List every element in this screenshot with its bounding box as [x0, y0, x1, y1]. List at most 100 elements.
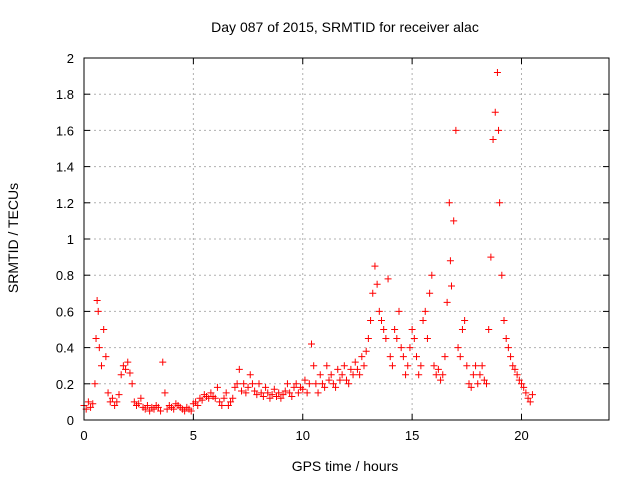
data-point	[500, 316, 508, 324]
data-point	[448, 282, 455, 290]
data-point	[347, 365, 355, 373]
data-point	[441, 353, 449, 361]
data-point	[89, 400, 97, 408]
plot-frame	[83, 57, 610, 421]
data-point	[205, 394, 213, 402]
data-point	[445, 199, 453, 207]
data-point	[522, 389, 530, 397]
data-point	[446, 257, 454, 265]
data-point	[496, 199, 504, 207]
data-point	[157, 407, 165, 415]
data-point	[207, 389, 215, 397]
data-point	[461, 316, 469, 324]
x-tick-label: 15	[405, 428, 419, 443]
data-point	[406, 344, 414, 352]
data-point	[279, 391, 287, 399]
grid	[84, 58, 609, 420]
data-point	[224, 402, 232, 410]
data-point	[141, 405, 149, 413]
data-point	[273, 392, 280, 400]
data-point	[235, 365, 243, 373]
data-point	[299, 385, 307, 393]
data-point	[303, 389, 311, 397]
data-point	[159, 358, 167, 366]
data-point	[487, 253, 495, 261]
data-point	[255, 380, 263, 388]
data-point	[115, 391, 123, 399]
data-point	[476, 371, 484, 379]
data-point	[194, 402, 202, 410]
data-point	[434, 365, 442, 373]
data-point	[415, 371, 423, 379]
data-point	[452, 126, 460, 134]
data-point	[316, 371, 324, 379]
data-point	[413, 353, 420, 361]
data-point	[439, 371, 447, 379]
data-point	[150, 405, 158, 413]
data-point	[467, 383, 475, 391]
y-tick-label: 2	[67, 51, 74, 66]
data-point	[432, 371, 440, 379]
data-point	[421, 307, 429, 315]
data-point	[262, 383, 270, 391]
data-point	[513, 371, 521, 379]
data-point	[375, 307, 383, 315]
data-point	[345, 380, 353, 388]
data-point	[100, 326, 108, 333]
data-point	[450, 217, 458, 225]
data-point	[277, 394, 285, 402]
data-point	[380, 326, 388, 333]
y-tick-label: 0.8	[56, 268, 74, 283]
data-point	[146, 407, 154, 415]
data-point	[137, 394, 145, 402]
data-point	[93, 297, 101, 305]
data-point	[187, 407, 195, 415]
data-point	[518, 380, 525, 388]
x-tick-label: 0	[80, 428, 87, 443]
data-point	[218, 402, 226, 410]
data-point	[87, 403, 95, 411]
data-point	[402, 371, 410, 379]
data-point	[528, 391, 536, 399]
data-point	[358, 353, 366, 361]
data-point	[91, 380, 99, 388]
data-point	[181, 407, 189, 415]
data-point	[526, 398, 534, 406]
data-point	[135, 400, 143, 408]
data-point	[340, 362, 348, 370]
data-point	[161, 389, 169, 397]
data-point	[423, 335, 431, 343]
data-point	[472, 362, 480, 370]
data-point	[483, 380, 490, 388]
y-tick-label: 0.4	[56, 341, 74, 356]
y-axis-label: SRMTID / TECUs	[5, 183, 21, 293]
data-point	[92, 335, 100, 343]
data-point	[502, 335, 510, 343]
data-point	[124, 358, 132, 366]
data-point	[378, 316, 385, 324]
data-point	[329, 380, 337, 388]
data-point	[426, 289, 434, 297]
axis-ticks: 0 5 10 15 20 0 0.2 0.4 0.6 0.8 1 1.2 1.4 1.6 1.8 2	[56, 51, 609, 443]
data-point	[266, 394, 274, 402]
data-point	[454, 344, 462, 352]
data-point	[259, 392, 267, 400]
data-point	[480, 376, 488, 384]
data-point	[308, 340, 315, 348]
data-point	[104, 389, 112, 397]
data-point	[399, 353, 407, 361]
data-point	[478, 362, 486, 370]
data-point	[102, 353, 110, 361]
data-point	[292, 380, 300, 388]
chart-title: Day 087 of 2015, SRMTID for receiver ala…	[211, 19, 479, 35]
data-point	[244, 383, 252, 391]
data-point	[456, 353, 464, 361]
data-point	[270, 385, 278, 393]
data-point	[371, 262, 379, 270]
data-point	[362, 347, 370, 355]
data-point	[111, 402, 119, 410]
data-point	[410, 335, 418, 343]
data-point	[163, 405, 171, 413]
data-point	[384, 275, 392, 283]
data-point	[498, 271, 506, 279]
